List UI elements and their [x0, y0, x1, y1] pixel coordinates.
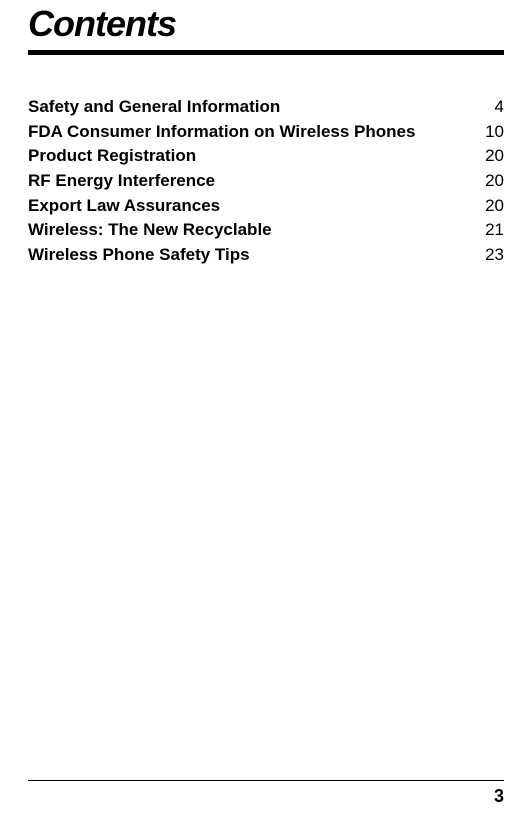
toc-entry: Wireless Phone Safety Tips 23	[28, 243, 504, 268]
page-container: Contents Safety and General Information …	[0, 0, 532, 819]
toc-entry: Export Law Assurances 20	[28, 194, 504, 219]
toc-entry: Safety and General Information 4	[28, 95, 504, 120]
toc-entry: RF Energy Interference 20	[28, 169, 504, 194]
toc-page: 20	[482, 169, 504, 194]
toc-entry: Product Registration 20	[28, 144, 504, 169]
table-of-contents: Safety and General Information 4 FDA Con…	[28, 95, 504, 267]
toc-page: 10	[482, 120, 504, 145]
toc-page: 4	[482, 95, 504, 120]
toc-label: Product Registration	[28, 144, 196, 169]
toc-page: 20	[482, 144, 504, 169]
page-title: Contents	[28, 6, 504, 42]
toc-label: RF Energy Interference	[28, 169, 215, 194]
toc-label: Wireless: The New Recyclable	[28, 218, 272, 243]
title-rule	[28, 50, 504, 55]
toc-page: 20	[482, 194, 504, 219]
toc-page: 21	[482, 218, 504, 243]
toc-label: Export Law Assurances	[28, 194, 220, 219]
footer-rule	[28, 780, 504, 781]
toc-entry: FDA Consumer Information on Wireless Pho…	[28, 120, 504, 145]
toc-label: Safety and General Information	[28, 95, 280, 120]
page-number: 3	[494, 786, 504, 807]
toc-page: 23	[482, 243, 504, 268]
toc-label: FDA Consumer Information on Wireless Pho…	[28, 120, 415, 145]
toc-label: Wireless Phone Safety Tips	[28, 243, 250, 268]
toc-entry: Wireless: The New Recyclable 21	[28, 218, 504, 243]
